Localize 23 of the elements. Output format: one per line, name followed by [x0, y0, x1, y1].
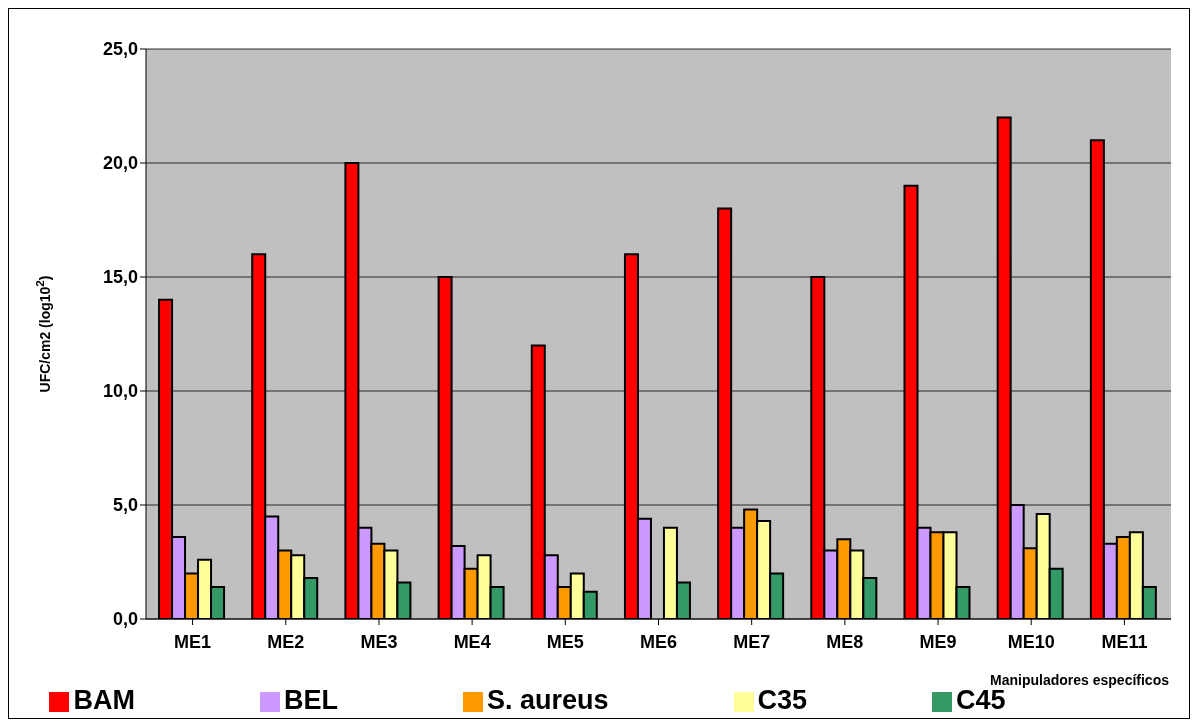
x-axis-title: Manipuladores específicos [990, 672, 1170, 688]
legend-label: BEL [283, 685, 338, 715]
x-tick-label: ME5 [546, 631, 584, 652]
x-tick-label: ME7 [733, 631, 771, 652]
legend-label: BAM [73, 685, 135, 715]
legend-label: S. aureus [486, 685, 609, 715]
y-tick-label: 25,0 [102, 39, 138, 60]
x-tick-label: ME11 [1101, 631, 1148, 652]
x-tick-label: ME6 [639, 631, 678, 652]
x-tick-label: ME4 [453, 631, 491, 652]
y-tick-label: 20,0 [102, 153, 138, 174]
y-tick-label: 15,0 [102, 267, 138, 288]
x-tick-label: ME10 [1007, 631, 1055, 652]
x-tick-label: ME9 [919, 631, 957, 652]
x-tick-label: ME2 [267, 631, 305, 652]
y-tick-label: 5,0 [112, 495, 138, 516]
y-tick-label: 10,0 [102, 381, 138, 402]
legend-label: C45 [956, 685, 1006, 715]
x-tick-label: ME8 [826, 631, 864, 652]
y-tick-label: 0,0 [112, 609, 138, 630]
x-tick-label: ME3 [360, 631, 398, 652]
x-tick-label: ME1 [174, 631, 212, 652]
legend-label: C35 [757, 685, 808, 715]
